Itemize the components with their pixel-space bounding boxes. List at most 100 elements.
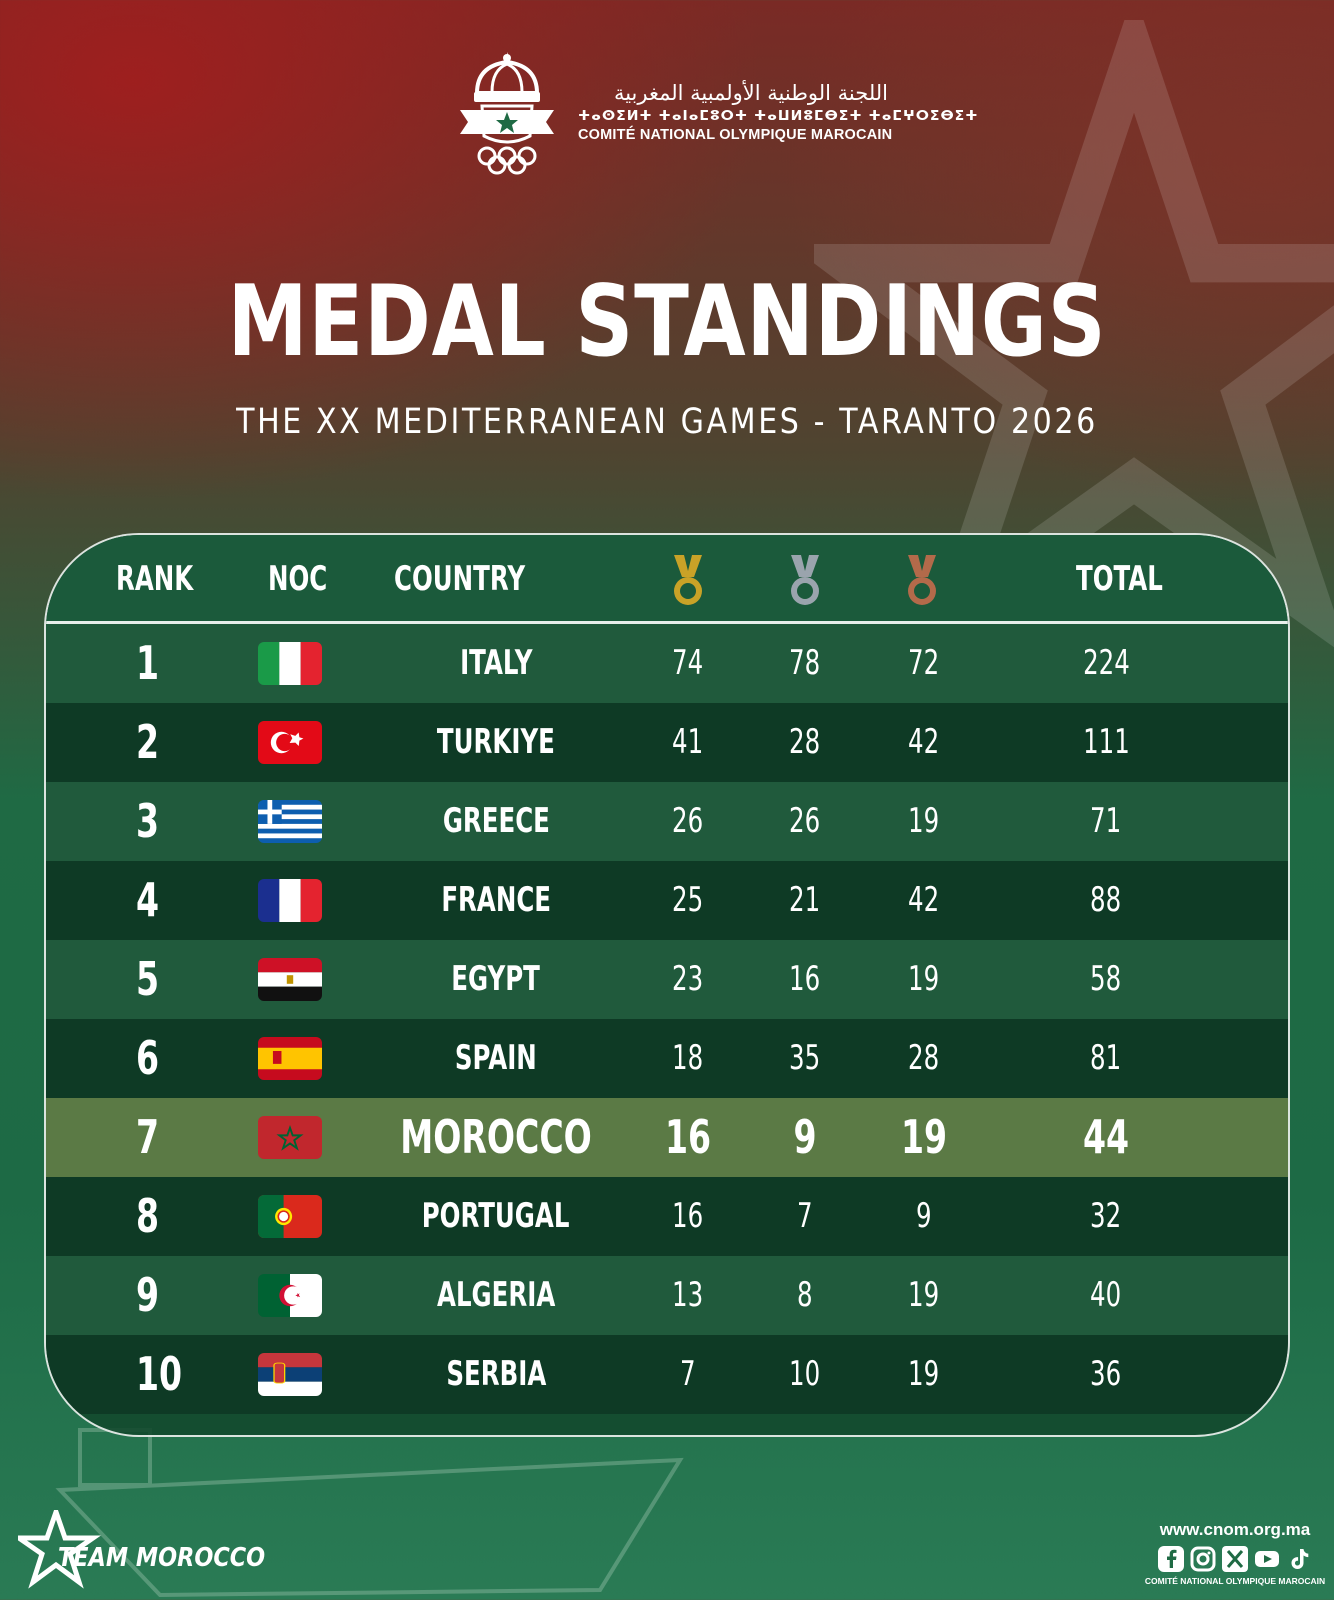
silver-count: 28 [789,722,821,762]
spain-flag-icon [258,1037,322,1080]
website-org-name: COMITÉ NATIONAL OLYMPIQUE MAROCAIN [1144,1576,1326,1586]
rank-value: 4 [136,873,160,927]
rank-value: 8 [136,1189,160,1243]
total-count: 36 [1090,1354,1122,1394]
bronze-count: 19 [908,801,940,841]
table-header: RANK NOC COUNTRY TOTAL [46,535,1288,624]
silver-medal-icon [791,555,819,605]
website-block: www.cnom.org.ma COMITÉ NATIONAL OLYMPIQU… [1140,1520,1330,1587]
gold-count: 41 [672,722,704,762]
team-morocco-label: TEAM MOROCCO [58,1543,266,1573]
royal-crown-emblem-icon [460,52,554,175]
rank-value: 9 [136,1268,160,1322]
gold-count: 16 [664,1110,712,1164]
youtube-icon[interactable] [1254,1546,1280,1572]
table-body: 1 ITALY 74 78 72 224 2 TURKIYE 41 28 42 … [46,624,1288,1414]
page-title: MEDAL STANDINGS [227,265,1107,379]
country-name: SPAIN [455,1038,537,1078]
table-row: 3 GREECE 26 26 19 71 [46,782,1288,861]
gold-count: 26 [672,801,704,841]
page-subtitle: THE XX MEDITERRANEAN GAMES - TARANTO 202… [236,402,1098,442]
silver-count: 78 [789,643,821,683]
portugal-flag-icon [258,1195,322,1238]
bronze-count: 19 [908,959,940,999]
x-icon[interactable] [1222,1546,1248,1572]
bronze-count: 19 [900,1110,948,1164]
silver-count: 10 [789,1354,821,1394]
total-count: 32 [1090,1196,1122,1236]
column-noc: NOC [268,559,328,599]
total-count: 71 [1090,801,1122,841]
greece-flag-icon [258,800,322,843]
table-row: 8 PORTUGAL 16 7 9 32 [46,1177,1288,1256]
egypt-flag-icon [258,958,322,1001]
gold-medal-icon [674,555,702,605]
country-name: MOROCCO [400,1110,592,1164]
rank-value: 3 [136,794,160,848]
column-total: TOTAL [1076,559,1163,599]
total-count: 44 [1082,1110,1130,1164]
country-name: EGYPT [451,959,541,999]
gold-count: 7 [680,1354,696,1394]
background-star-icon [814,20,1334,659]
country-name: GREECE [442,801,550,841]
total-count: 111 [1082,722,1130,762]
total-count: 58 [1090,959,1122,999]
bronze-count: 9 [916,1196,932,1236]
rank-value: 5 [136,952,160,1006]
instagram-icon[interactable] [1190,1546,1216,1572]
org-name-french: COMITÉ NATIONAL OLYMPIQUE MAROCAIN [578,127,893,143]
website-url[interactable]: www.cnom.org.ma [1159,1520,1311,1539]
table-row: 2 TURKIYE 41 28 42 111 [46,703,1288,782]
org-name-arabic: اللجنة الوطنية الأولمبية المغربية [613,81,888,105]
bronze-count: 19 [908,1354,940,1394]
cnom-logo: اللجنة الوطنية الأولمبية المغربية ⵜⴰⵙⵉⵍⵜ… [452,48,977,178]
rank-value: 10 [136,1347,183,1401]
team-morocco-star-icon [18,1510,101,1589]
bronze-count: 72 [908,643,940,683]
table-row: 4 FRANCE 25 21 42 88 [46,861,1288,940]
social-icons [1140,1546,1330,1572]
tiktok-icon[interactable] [1286,1546,1312,1572]
silver-count: 21 [789,880,821,920]
bronze-count: 19 [908,1275,940,1315]
gold-count: 25 [672,880,704,920]
gold-count: 74 [672,643,704,683]
gold-count: 23 [672,959,704,999]
rank-value: 1 [136,636,160,690]
gold-count: 16 [672,1196,704,1236]
gold-count: 13 [672,1275,704,1315]
gold-count: 18 [672,1038,704,1078]
table-row-highlighted: 7 MOROCCO 16 9 19 44 [46,1098,1288,1177]
medal-table: RANK NOC COUNTRY TOTAL 1 ITALY 74 78 72 … [44,533,1290,1437]
rank-value: 6 [136,1031,160,1085]
column-country: COUNTRY [394,559,526,599]
bronze-count: 28 [908,1038,940,1078]
org-name-tifinagh: ⵜⴰⵙⵉⵍⵜ ⵜⴰⵏⴰⵎⵓⵔⵜ ⵜⴰⵡⵍⵓⵎⴱⵉⵜ ⵜⴰⵎⵖⵔⵉⴱⵉⵜ [578,108,979,124]
rank-value: 7 [136,1110,160,1164]
silver-count: 7 [797,1196,813,1236]
country-name: ITALY [459,643,533,683]
italy-flag-icon [258,642,322,685]
table-row: 10 SERBIA 7 10 19 36 [46,1335,1288,1414]
column-rank: RANK [116,559,194,599]
silver-count: 16 [789,959,821,999]
silver-count: 9 [793,1110,817,1164]
table-row: 5 EGYPT 23 16 19 58 [46,940,1288,1019]
country-name: FRANCE [441,880,551,920]
table-row: 6 SPAIN 18 35 28 81 [46,1019,1288,1098]
turkiye-flag-icon [258,721,322,764]
country-name: PORTUGAL [422,1196,570,1236]
algeria-flag-icon [258,1274,322,1317]
total-count: 81 [1090,1038,1122,1078]
silver-count: 35 [789,1038,821,1078]
total-count: 40 [1090,1275,1122,1315]
total-count: 224 [1082,643,1130,683]
facebook-icon[interactable] [1158,1546,1184,1572]
country-name: ALGERIA [436,1275,556,1315]
country-name: SERBIA [446,1354,546,1394]
serbia-flag-icon [258,1353,322,1396]
silver-count: 26 [789,801,821,841]
bronze-count: 42 [908,880,940,920]
morocco-flag-icon [258,1116,322,1159]
